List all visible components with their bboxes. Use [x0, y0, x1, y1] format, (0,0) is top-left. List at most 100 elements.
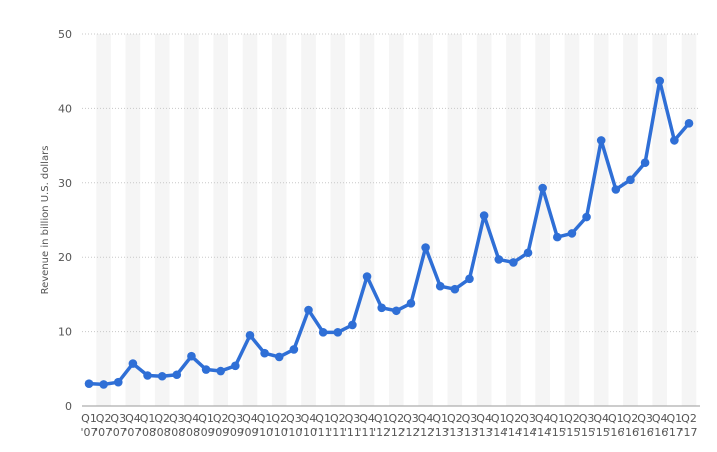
data-point — [611, 185, 621, 194]
y-axis-label: Revenue in billion U.S. dollars — [40, 146, 51, 295]
data-point — [494, 255, 504, 264]
band-stripe — [447, 34, 463, 406]
band-stripe — [301, 34, 316, 406]
data-point — [596, 136, 606, 145]
x-tick-label: '11 — [329, 426, 346, 439]
x-tick-label: Q3 — [520, 412, 536, 425]
y-tick-label: 50 — [58, 28, 72, 41]
x-tick-label: Q4 — [652, 412, 668, 425]
x-tick-label: Q4 — [125, 412, 141, 425]
x-tick-label: '16 — [637, 426, 654, 439]
x-tick-label: Q1 — [667, 412, 683, 425]
band-stripe — [184, 34, 199, 406]
data-point — [626, 175, 635, 185]
y-tick-label: 30 — [58, 177, 72, 190]
x-tick-label: Q3 — [462, 412, 478, 425]
series-points — [84, 76, 694, 389]
x-tick-label: Q3 — [403, 412, 419, 425]
grid-lines — [82, 33, 700, 407]
x-tick-label: '14 — [520, 426, 537, 439]
data-point — [509, 258, 518, 267]
data-point — [187, 351, 196, 361]
data-point — [113, 377, 123, 387]
x-tick-label: Q1 — [432, 412, 448, 425]
x-tick-label: Q4 — [476, 412, 492, 425]
x-tick-label: '17 — [680, 426, 697, 439]
x-tick-label: Q2 — [213, 412, 229, 425]
x-tick-label: '12 — [373, 426, 390, 439]
band-stripe — [506, 34, 521, 406]
x-tick-label: Q1 — [491, 412, 507, 425]
band-stripe — [389, 34, 404, 406]
x-tick-label: Q3 — [169, 412, 185, 425]
data-point — [392, 306, 401, 316]
band-stripe — [154, 34, 170, 406]
data-point — [538, 183, 547, 193]
data-point — [567, 229, 577, 238]
x-tick-label: Q2 — [388, 412, 404, 425]
data-point — [362, 272, 372, 281]
data-point — [377, 303, 386, 313]
x-tick-label: '07 — [110, 426, 127, 439]
data-point — [231, 361, 240, 371]
x-tick-label: '11 — [344, 426, 361, 439]
x-tick-label: Q3 — [228, 412, 244, 425]
x-tick-label: Q1 — [608, 412, 624, 425]
data-point — [670, 136, 679, 145]
x-tick-label: '14 — [505, 426, 522, 439]
x-tick-label: '13 — [432, 426, 449, 439]
x-tick-label: '16 — [607, 426, 624, 439]
band-stripe — [535, 34, 550, 406]
x-tick-label: '16 — [622, 426, 639, 439]
x-tick-label: Q4 — [359, 412, 375, 425]
x-tick-label: '08 — [168, 426, 185, 439]
x-tick-label: Q4 — [184, 412, 200, 425]
x-tick-label: Q2 — [681, 412, 697, 425]
x-tick-label: Q2 — [623, 412, 639, 425]
x-tick-label: Q3 — [110, 412, 126, 425]
x-tick-label: '13 — [446, 426, 463, 439]
x-tick-label: Q2 — [330, 412, 346, 425]
x-tick-label: '10 — [300, 426, 317, 439]
data-point — [274, 352, 284, 362]
x-tick-label: '10 — [285, 426, 302, 439]
x-tick-label: Q1 — [140, 412, 156, 425]
x-tick-label: Q2 — [447, 412, 463, 425]
band-stripe — [564, 34, 580, 406]
y-tick-label: 20 — [58, 251, 72, 264]
x-tick-label: '11 — [315, 426, 332, 439]
data-point — [99, 380, 108, 389]
data-point — [143, 371, 152, 380]
x-tick-label: '07 — [124, 426, 141, 439]
data-point — [333, 328, 343, 337]
x-tick-label: '07 — [95, 426, 112, 439]
band-stripe — [652, 34, 668, 406]
band-stripe — [271, 34, 287, 406]
x-tick-label: '09 — [227, 426, 244, 439]
band-stripes — [96, 34, 697, 406]
band-stripe — [418, 34, 433, 406]
x-tick-label: '10 — [256, 426, 273, 439]
band-stripe — [125, 34, 141, 406]
x-tick-label: '09 — [241, 426, 258, 439]
x-tick-label: Q1 — [549, 412, 565, 425]
x-tick-label: Q1 — [257, 412, 273, 425]
data-point — [318, 328, 328, 337]
x-tick-label: '14 — [490, 426, 507, 439]
x-tick-label: Q2 — [564, 412, 580, 425]
band-stripe — [623, 34, 638, 406]
x-tick-label: '12 — [388, 426, 405, 439]
band-stripe — [96, 34, 111, 406]
x-tick-label: '08 — [154, 426, 171, 439]
data-point — [172, 370, 182, 380]
data-point — [655, 76, 665, 86]
x-tick-label: Q1 — [315, 412, 331, 425]
data-point — [406, 299, 416, 308]
x-tick-label: Q3 — [286, 412, 302, 425]
data-point — [245, 331, 255, 340]
band-stripe — [330, 34, 346, 406]
band-stripe — [242, 34, 258, 406]
x-tick-label: '15 — [593, 426, 610, 439]
data-point — [260, 348, 269, 358]
